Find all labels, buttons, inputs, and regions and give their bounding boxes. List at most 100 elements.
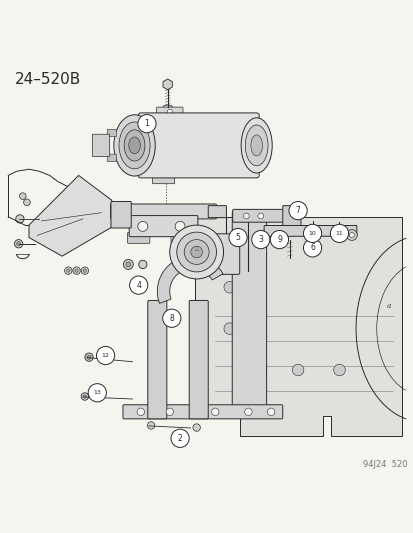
Circle shape [257,213,263,219]
FancyBboxPatch shape [123,405,282,419]
Text: 11: 11 [335,231,342,236]
Circle shape [244,408,252,416]
Circle shape [138,260,147,269]
Circle shape [16,215,24,223]
Circle shape [303,239,321,257]
Ellipse shape [250,135,262,156]
Circle shape [81,393,88,400]
Circle shape [64,267,72,274]
FancyBboxPatch shape [111,201,131,228]
Polygon shape [163,79,172,90]
Text: 7: 7 [295,206,300,215]
Text: 9: 9 [276,235,281,244]
Ellipse shape [244,125,268,166]
Circle shape [162,309,180,327]
Ellipse shape [128,137,140,154]
Circle shape [190,246,202,258]
FancyBboxPatch shape [282,206,300,226]
Circle shape [211,408,218,416]
Polygon shape [157,256,223,303]
FancyBboxPatch shape [208,206,226,217]
Circle shape [169,225,223,279]
Circle shape [176,232,216,272]
FancyBboxPatch shape [127,232,150,244]
Circle shape [171,429,189,447]
Circle shape [147,422,154,429]
Circle shape [267,408,274,416]
Ellipse shape [336,239,342,242]
Circle shape [14,240,23,248]
Text: r1: r1 [386,304,392,309]
Circle shape [75,269,78,272]
Circle shape [73,267,80,274]
FancyBboxPatch shape [232,211,266,417]
Ellipse shape [114,115,155,176]
Circle shape [83,269,86,272]
Text: 4: 4 [136,281,141,289]
Circle shape [254,364,266,376]
Text: 8: 8 [169,314,174,323]
Circle shape [192,424,200,431]
Circle shape [333,364,344,376]
FancyBboxPatch shape [232,209,297,222]
Ellipse shape [309,243,314,245]
Circle shape [303,224,321,243]
Circle shape [166,408,173,416]
Text: △: △ [194,245,198,251]
Circle shape [251,230,269,249]
Text: 94J24  520: 94J24 520 [363,459,407,469]
Circle shape [81,267,88,274]
Circle shape [223,323,235,334]
Text: 6: 6 [309,244,314,252]
Circle shape [126,262,131,267]
FancyBboxPatch shape [201,234,239,274]
Circle shape [87,355,91,359]
Circle shape [330,224,348,243]
Text: 13: 13 [93,390,101,395]
FancyBboxPatch shape [189,301,208,419]
FancyBboxPatch shape [107,130,116,136]
Circle shape [223,281,235,293]
Text: 10: 10 [308,231,316,236]
Circle shape [123,260,133,269]
Circle shape [19,193,26,199]
Ellipse shape [240,118,271,173]
FancyBboxPatch shape [156,107,183,116]
FancyBboxPatch shape [152,174,174,184]
Circle shape [228,229,247,247]
Text: 24–520B: 24–520B [14,72,81,87]
FancyBboxPatch shape [263,225,356,236]
Circle shape [138,115,156,133]
Ellipse shape [124,130,145,161]
Circle shape [215,207,223,216]
Ellipse shape [119,122,150,169]
Text: 5: 5 [235,233,240,242]
Circle shape [96,346,114,365]
Text: 2: 2 [177,434,182,443]
Circle shape [129,276,147,294]
Circle shape [349,232,354,238]
Text: 3: 3 [258,235,263,244]
Polygon shape [194,217,401,436]
Circle shape [66,269,70,272]
Circle shape [167,109,172,114]
Circle shape [24,199,30,206]
Circle shape [85,353,93,361]
Ellipse shape [286,257,292,260]
FancyBboxPatch shape [129,215,197,237]
Ellipse shape [222,269,228,272]
FancyBboxPatch shape [147,301,166,419]
Polygon shape [29,175,112,256]
Circle shape [137,408,144,416]
FancyBboxPatch shape [221,230,230,235]
FancyBboxPatch shape [171,232,193,244]
Circle shape [83,395,86,398]
Circle shape [88,384,106,402]
Circle shape [138,221,147,231]
Circle shape [17,241,21,246]
Text: 1: 1 [144,119,149,128]
Text: 12: 12 [101,353,109,358]
FancyBboxPatch shape [110,204,216,219]
Circle shape [184,240,209,264]
Circle shape [175,221,185,231]
